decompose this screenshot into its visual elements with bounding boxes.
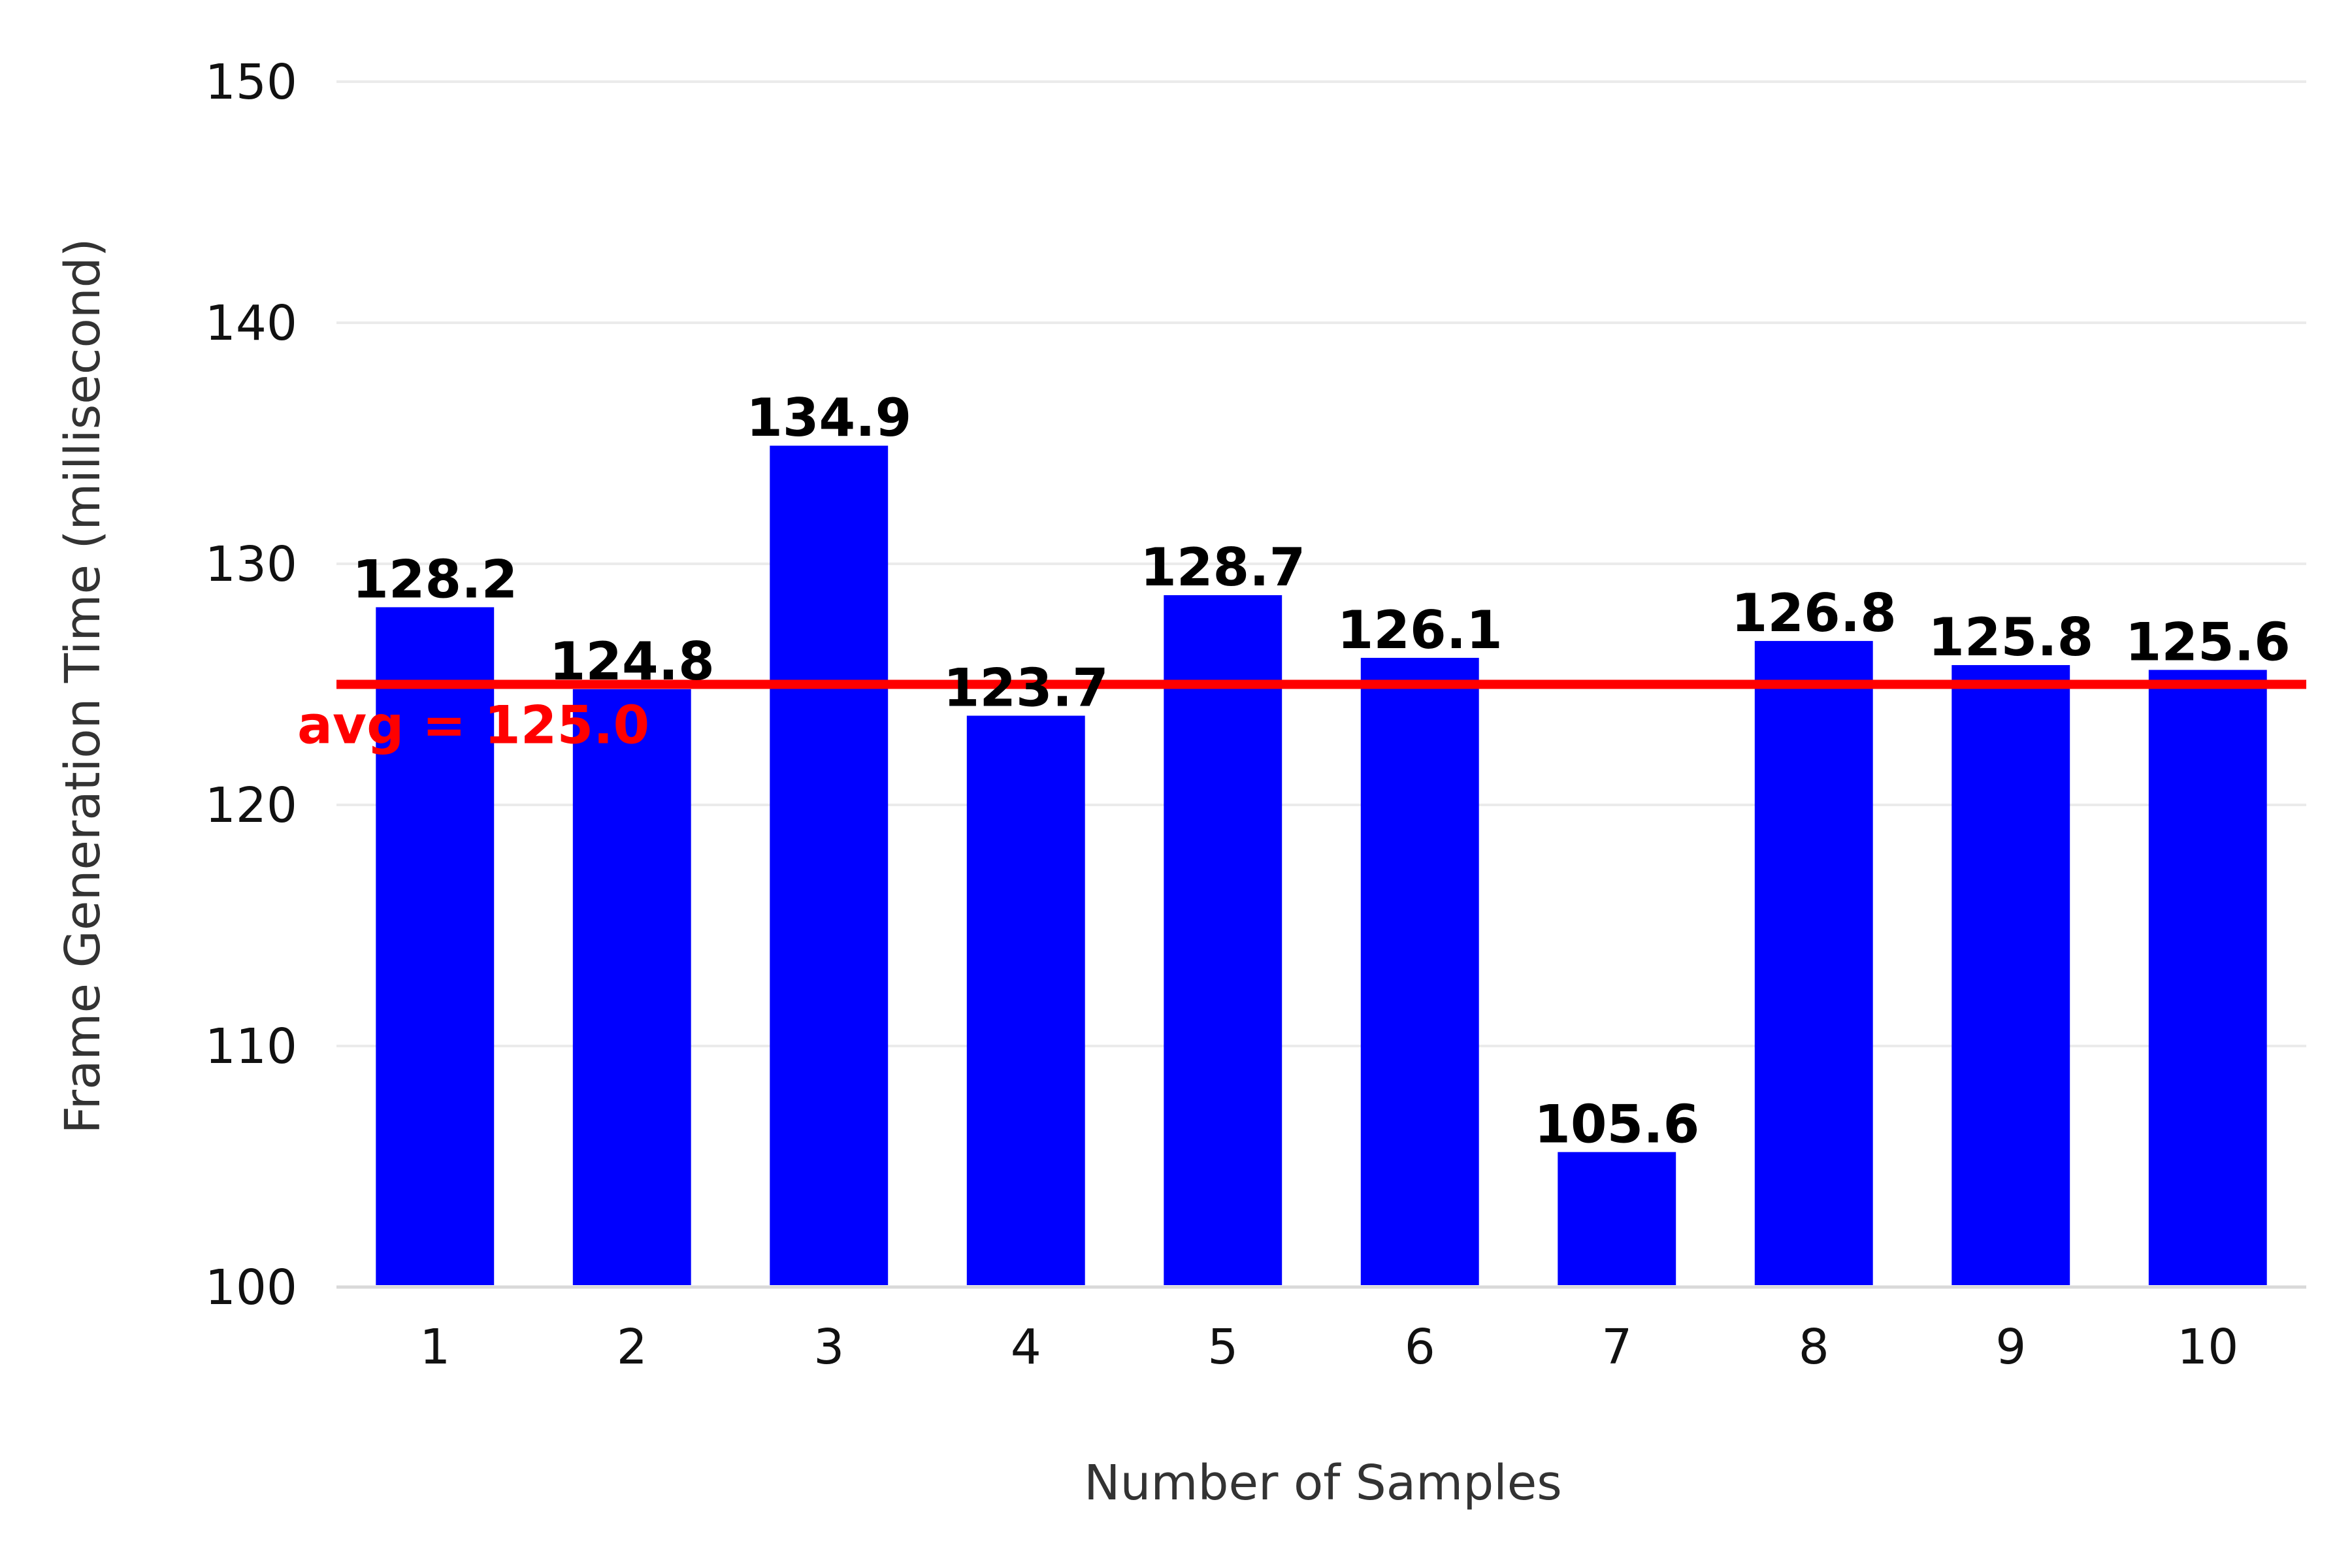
y-tick-label: 140 [205,295,297,351]
bar-value-label: 128.2 [352,549,517,610]
bar [572,689,691,1285]
bar [1952,664,2070,1285]
bar-value-label: 126.1 [1337,600,1503,661]
y-tick-labels: 100 110 120 130 140 150 [205,54,297,1316]
x-tick-label: 1 [419,1319,450,1375]
bar-value-label: 126.8 [1731,583,1897,644]
bar-value-label: 123.7 [943,657,1109,718]
data-labels: 128.2 124.8 134.9 123.7 128.7 126.1 105.6 126.8… [352,387,2291,1154]
y-tick-label: 110 [205,1019,297,1075]
bar [376,607,495,1286]
bar-value-label: 105.6 [1534,1094,1699,1154]
bar [2148,670,2267,1285]
x-tick-label: 10 [2177,1319,2238,1375]
bar-value-label: 125.8 [1928,607,2093,668]
bars [376,446,2267,1286]
y-tick-label: 150 [205,54,297,110]
x-tick-label: 7 [1601,1319,1632,1375]
bar-value-label: 134.9 [746,387,911,448]
bar [1164,595,1282,1285]
y-tick-label: 130 [205,536,297,593]
bar [1754,641,1873,1285]
x-tick-label: 6 [1405,1319,1435,1375]
y-tick-label: 100 [205,1260,297,1316]
x-tick-label: 4 [1011,1319,1041,1375]
x-axis-title: Number of Samples [1084,1455,1562,1511]
x-tick-label: 9 [1995,1319,2026,1375]
bar-value-label: 125.6 [2125,612,2291,672]
bar [1558,1152,1676,1285]
bar [770,446,889,1286]
bar-value-label: 124.8 [549,631,715,692]
bar [1360,657,1479,1285]
x-tick-label: 5 [1207,1319,1238,1375]
x-tick-label: 3 [813,1319,844,1375]
y-tick-label: 120 [205,777,297,834]
x-tick-label: 2 [617,1319,647,1375]
x-tick-labels: 1 2 3 4 5 6 7 8 9 10 [419,1319,2238,1375]
bar [966,715,1085,1285]
y-axis-title: Frame Generation Time (millisecond) [55,238,111,1134]
average-label: avg = 125.0 [297,695,649,756]
average-reference: avg = 125.0 [297,679,2306,756]
bar-value-label: 128.7 [1140,537,1305,598]
x-tick-label: 8 [1799,1319,1829,1375]
